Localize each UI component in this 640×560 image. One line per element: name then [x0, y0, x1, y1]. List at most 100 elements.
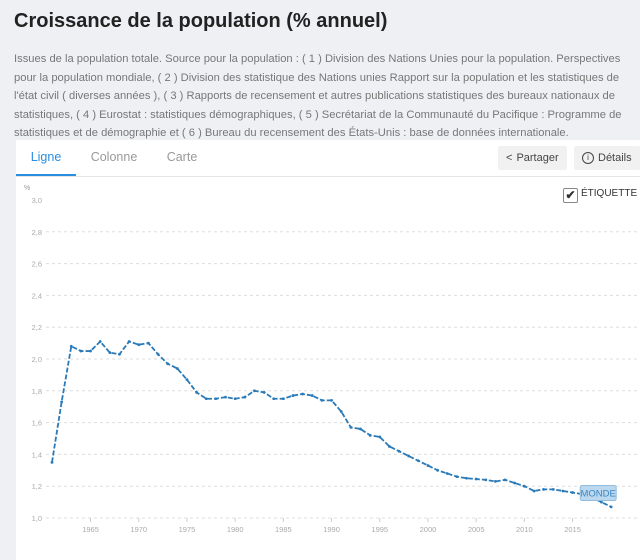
x-tick-label: 1975	[179, 525, 196, 534]
data-point	[281, 397, 285, 401]
share-icon: <	[506, 152, 513, 164]
data-point	[166, 362, 170, 366]
series-line	[51, 340, 612, 508]
y-tick-label: 1,4	[32, 450, 42, 459]
data-point	[388, 445, 391, 448]
share-button[interactable]: < Partager	[498, 146, 567, 170]
data-point	[156, 352, 160, 356]
chart-type-tabs: Ligne Colonne Carte	[16, 140, 640, 177]
data-point	[494, 480, 497, 483]
data-point	[445, 472, 449, 475]
data-point	[320, 398, 324, 402]
y-tick-label: 2,6	[32, 260, 42, 269]
data-point	[253, 389, 256, 393]
data-point	[79, 349, 83, 353]
data-point	[147, 341, 150, 345]
data-point	[185, 378, 189, 382]
label-toggle[interactable]: ✔ ÉTIQUETTE	[563, 188, 637, 203]
data-point	[513, 481, 517, 485]
data-point	[484, 478, 488, 482]
data-point	[407, 454, 411, 458]
data-point	[310, 394, 314, 397]
x-tick-label: 1980	[227, 525, 244, 534]
details-label: Détails	[598, 152, 632, 164]
x-tick-label: 2015	[564, 525, 581, 534]
x-tick-label: 1990	[323, 525, 340, 534]
data-point	[542, 487, 546, 491]
y-axis-unit: %	[24, 185, 30, 192]
data-point	[368, 433, 372, 437]
checkbox-checked-icon[interactable]: ✔	[563, 188, 578, 203]
data-point	[455, 475, 459, 479]
data-point	[474, 477, 478, 481]
y-tick-label: 2,0	[32, 355, 42, 364]
tab-map[interactable]: Carte	[166, 150, 198, 164]
data-point	[108, 351, 112, 355]
data-point	[561, 489, 565, 493]
series-label: MONDE	[581, 489, 616, 500]
y-tick-label: 2,4	[32, 291, 42, 300]
data-point	[378, 435, 382, 439]
x-tick-label: 1965	[82, 525, 99, 534]
data-point	[214, 397, 218, 401]
x-tick-label: 2005	[468, 525, 485, 534]
data-point	[60, 400, 64, 404]
data-point	[426, 464, 430, 467]
data-point	[291, 394, 295, 397]
data-point	[503, 478, 507, 482]
page-title: Croissance de la population (% annuel)	[14, 10, 388, 32]
data-point	[204, 397, 208, 401]
data-point	[175, 367, 179, 370]
data-point	[89, 349, 92, 353]
data-point	[532, 489, 536, 493]
data-point	[349, 425, 353, 429]
data-point	[50, 460, 54, 464]
data-point	[339, 410, 343, 413]
data-point	[551, 487, 555, 491]
share-label: Partager	[516, 152, 559, 164]
info-icon: i	[582, 152, 594, 164]
data-point	[137, 343, 141, 347]
data-point	[600, 500, 603, 504]
data-point	[465, 476, 468, 480]
y-tick-label: 1,8	[32, 387, 42, 396]
data-point	[359, 427, 362, 431]
series-label-box	[579, 485, 617, 502]
data-point	[118, 352, 121, 356]
y-tick-label: 3,0	[32, 196, 42, 205]
details-button[interactable]: i Détails	[574, 146, 640, 170]
source-description: Issues de la population totale. Source p…	[14, 53, 622, 139]
data-point	[262, 390, 266, 394]
y-tick-label: 2,8	[32, 228, 42, 237]
data-point	[243, 395, 247, 399]
y-tick-label: 1,2	[32, 482, 42, 491]
data-point	[224, 395, 227, 399]
x-tick-label: 1995	[371, 525, 388, 534]
data-point	[571, 491, 574, 494]
x-tick-label: 1985	[275, 525, 292, 534]
line-chart: % 1,0 1,2 1,4 1,6 1,8 2,0 2,2 2,4 2,6 2,8 3,0 1965 19…	[24, 185, 640, 534]
y-tick-label: 1,6	[32, 419, 42, 428]
data-point	[609, 505, 613, 509]
data-point	[522, 484, 526, 488]
data-point	[272, 397, 276, 401]
y-tick-label: 1,0	[32, 514, 42, 523]
x-tick-label: 2010	[516, 525, 533, 534]
data-point	[69, 344, 73, 348]
data-point	[127, 340, 131, 343]
data-point	[195, 390, 199, 394]
label-toggle-text: ÉTIQUETTE	[581, 188, 638, 199]
data-point	[98, 340, 102, 343]
data-point	[301, 392, 305, 396]
data-point	[436, 468, 439, 472]
data-point	[397, 449, 401, 453]
data-point	[330, 398, 333, 402]
x-tick-label: 1970	[130, 525, 147, 534]
x-tick-label: 2000	[420, 525, 437, 534]
tab-column[interactable]: Colonne	[90, 150, 138, 164]
data-point	[233, 397, 237, 401]
chart-card: Ligne Colonne Carte < Partager i Détails…	[16, 140, 640, 560]
y-tick-label: 2,2	[32, 323, 42, 332]
tab-line[interactable]: Ligne	[16, 140, 76, 176]
data-point	[416, 459, 420, 463]
